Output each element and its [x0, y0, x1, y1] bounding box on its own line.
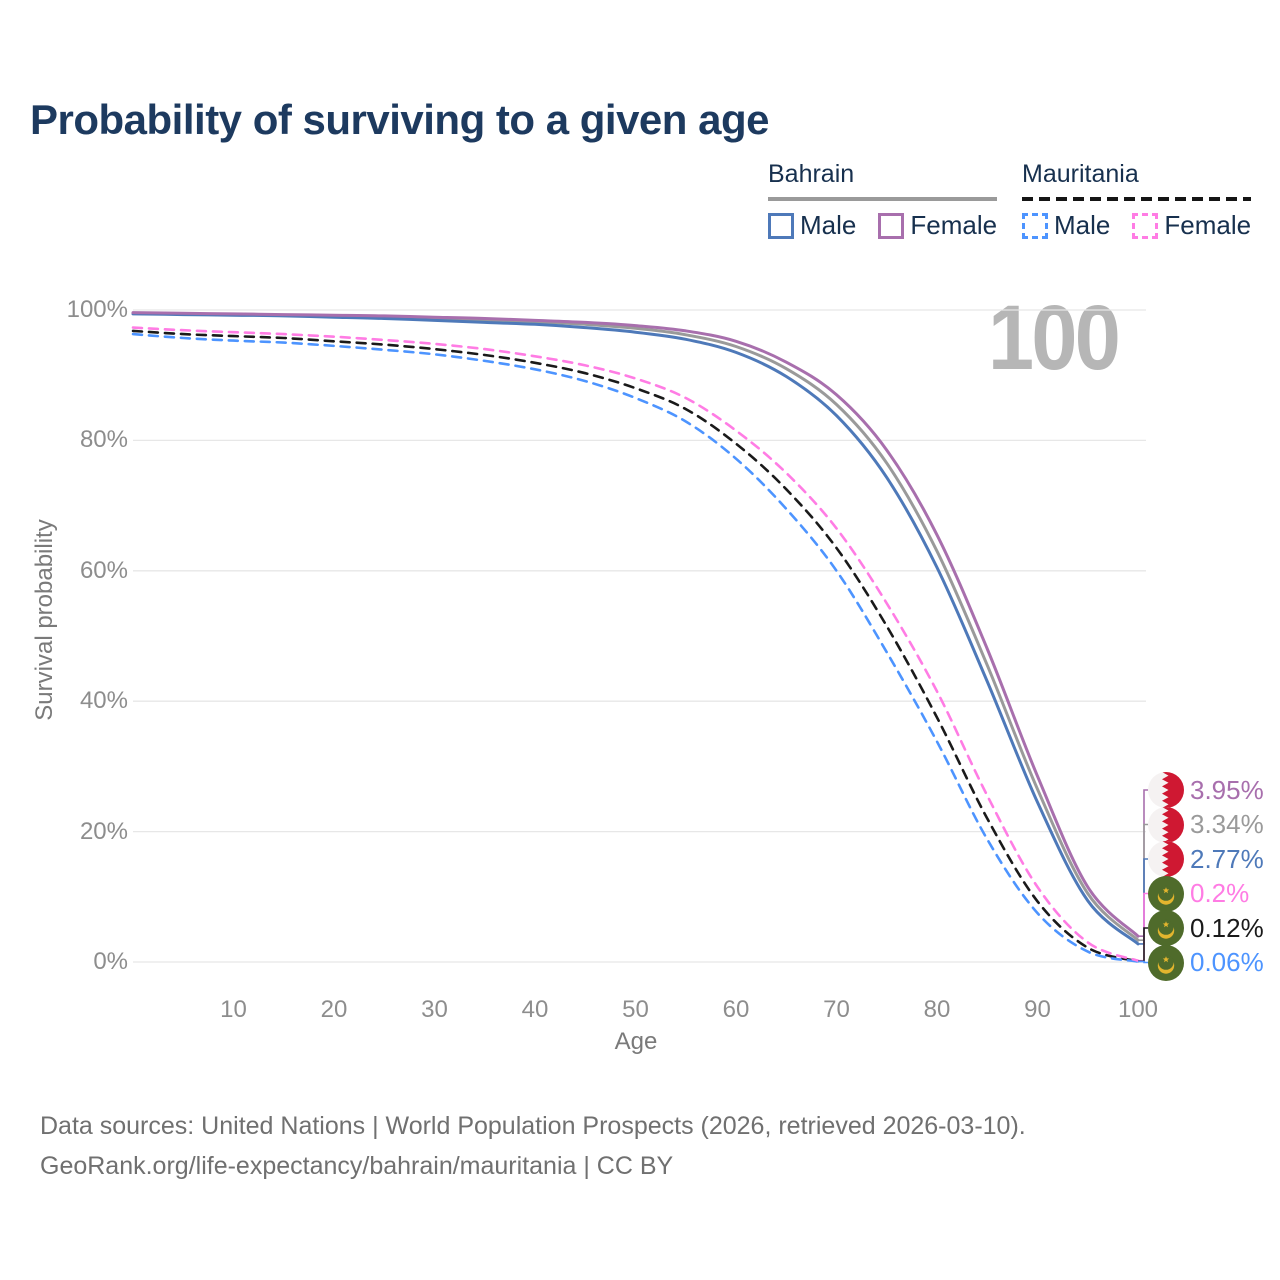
y-tick-label: 100% [66, 296, 128, 323]
legend-item-mauritania-female[interactable]: Female [1132, 210, 1251, 241]
end-label-leader-bahrain_female [1138, 789, 1148, 937]
y-tick-label: 60% [79, 556, 128, 584]
series-line-bahrain_female [131, 311, 1140, 938]
watermark-age-100: 100 [988, 287, 1121, 389]
legend-item-label: Male [800, 210, 857, 240]
mauritania-female-swatch-icon [1132, 212, 1159, 239]
legend-group-title-bahrain: Bahrain [768, 160, 855, 188]
page-title: Probability of surviving to a given age [30, 96, 769, 143]
end-label-value: 0.06% [1190, 947, 1264, 977]
x-tick-label: 20 [320, 996, 348, 1023]
legend-rule-solid [768, 197, 998, 201]
x-tick-label: 50 [622, 996, 649, 1023]
series-line-mauritania_male [131, 332, 1140, 963]
x-tick-label: 90 [1024, 996, 1051, 1023]
legend-rule-dashed [1022, 197, 1252, 201]
legend-item-label: Female [910, 210, 998, 240]
end-label-row-mauritania_male: 0.06% [1148, 944, 1264, 981]
x-tick-label: 100 [1117, 996, 1159, 1023]
end-label-row-mauritania_both: 0.12% [1148, 910, 1264, 946]
legend-group-title-mauritania: Mauritania [1022, 160, 1139, 188]
end-label-row-bahrain_female: 3.95% [1148, 772, 1264, 808]
series-line-bahrain_both [131, 311, 1140, 942]
footer: Data sources: United Nations | World Pop… [40, 1106, 1240, 1186]
mauritania-flag-icon [1148, 944, 1184, 981]
x-tick-label: 30 [421, 996, 448, 1023]
legend-item-mauritania-male[interactable]: Male [1022, 210, 1110, 241]
legend: Bahrain Male Female Mauritania [0, 160, 1280, 240]
end-label-value: 0.2% [1190, 878, 1250, 908]
bahrain-flag-icon [1148, 772, 1184, 808]
bahrain-flag-icon [1148, 806, 1184, 843]
mauritania-male-swatch-icon [1022, 212, 1048, 239]
mauritania-flag-icon [1148, 910, 1184, 946]
footer-attribution: GeoRank.org/life-expectancy/bahrain/maur… [40, 1152, 674, 1180]
end-label-leader-bahrain_male [1138, 858, 1148, 945]
legend-item-bahrain-female[interactable]: Female [878, 210, 997, 241]
bahrain-female-swatch-icon [878, 212, 905, 239]
series-line-mauritania_both [131, 329, 1140, 963]
end-label-value: 2.77% [1190, 843, 1264, 874]
legend-group-mauritania: Mauritania Male Female [1022, 160, 1252, 241]
end-label-leader-bahrain_both [1138, 823, 1148, 941]
x-axis-title: Age [614, 1028, 658, 1055]
legend-group-bahrain: Bahrain Male Female [768, 160, 998, 241]
series-line-bahrain_male [131, 312, 1140, 946]
y-tick-label: 40% [79, 687, 128, 715]
footer-data-sources: Data sources: United Nations | World Pop… [40, 1112, 1026, 1140]
end-label-value: 3.95% [1190, 774, 1264, 805]
end-label-leader-mauritania_male [1138, 960, 1148, 964]
y-tick-label: 80% [79, 426, 128, 454]
bahrain-flag-icon [1148, 841, 1184, 877]
x-tick-label: 40 [521, 996, 549, 1023]
legend-item-label: Female [1164, 210, 1252, 240]
end-label-value: 0.12% [1190, 912, 1264, 943]
y-tick-label: 20% [79, 817, 128, 845]
y-tick-label: 0% [93, 948, 128, 975]
legend-item-bahrain-male[interactable]: Male [768, 210, 856, 241]
end-label-row-mauritania_female: 0.2% [1148, 875, 1250, 912]
end-label-row-bahrain_both: 3.34% [1148, 806, 1264, 843]
mauritania-flag-icon [1148, 875, 1184, 912]
x-tick-label: 10 [220, 996, 247, 1023]
end-label-leader-mauritania_female [1138, 892, 1148, 962]
x-tick-label: 70 [823, 996, 850, 1023]
x-tick-label: 80 [923, 996, 951, 1023]
series-line-mauritania_female [131, 326, 1140, 962]
x-tick-label: 60 [722, 996, 750, 1023]
bahrain-male-swatch-icon [768, 212, 794, 239]
end-label-value: 3.34% [1190, 809, 1264, 839]
end-label-row-bahrain_male: 2.77% [1148, 841, 1264, 877]
legend-item-label: Male [1054, 210, 1111, 240]
